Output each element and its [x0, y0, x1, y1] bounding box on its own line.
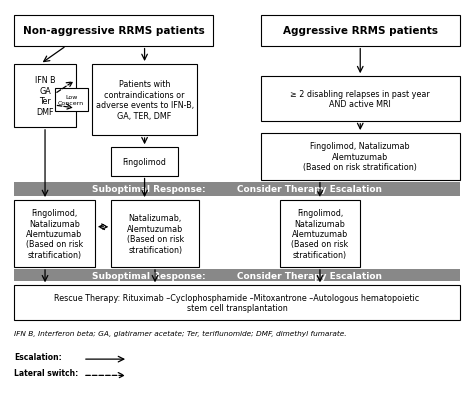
Text: Aggressive RRMS patients: Aggressive RRMS patients	[283, 26, 438, 36]
Bar	[111, 148, 178, 176]
Text: Rescue Therapy: Rituximab –Cyclophosphamide –Mitoxantrone –Autologous hematopoie: Rescue Therapy: Rituximab –Cyclophospham…	[55, 293, 419, 312]
Text: Natalizumab,
Alemtuzumab
(Based on risk
stratification): Natalizumab, Alemtuzumab (Based on risk …	[127, 214, 184, 254]
Text: Escalation:: Escalation:	[14, 352, 62, 361]
Bar	[55, 89, 88, 111]
Text: Suboptimal Response:          Consider Therapy Escalation: Suboptimal Response: Consider Therapy Es…	[92, 271, 382, 280]
Text: IFN B
GA
Ter
DMF: IFN B GA Ter DMF	[35, 76, 55, 116]
Bar	[280, 200, 360, 267]
Text: Fingolimod: Fingolimod	[123, 158, 166, 166]
Text: Low
Concern: Low Concern	[58, 95, 84, 106]
Bar	[92, 65, 197, 136]
Bar	[14, 200, 95, 267]
Bar	[14, 65, 76, 128]
Text: Suboptimal Response:          Consider Therapy Escalation: Suboptimal Response: Consider Therapy Es…	[92, 185, 382, 194]
Bar	[261, 77, 460, 122]
Bar	[14, 286, 460, 320]
Text: Lateral switch:: Lateral switch:	[14, 369, 79, 377]
Bar	[111, 200, 199, 267]
Text: IFN B, Interferon beta; GA, glatiramer acetate; Ter, teriflunomide; DMF, dimethy: IFN B, Interferon beta; GA, glatiramer a…	[14, 330, 347, 336]
Text: Fingolimod,
Natalizumab
Alemtuzumab
(Based on risk
stratification): Fingolimod, Natalizumab Alemtuzumab (Bas…	[26, 209, 83, 259]
Text: Patients with
contraindications or
adverse events to IFN-B,
GA, TER, DMF: Patients with contraindications or adver…	[95, 80, 194, 120]
Bar	[14, 16, 213, 47]
Bar	[14, 182, 460, 196]
Text: Fingolimod, Natalizumab
Alemtuzumab
(Based on risk stratification): Fingolimod, Natalizumab Alemtuzumab (Bas…	[303, 142, 417, 172]
Bar	[261, 16, 460, 47]
Text: Fingolimod,
Natalizumab
Alemtuzumab
(Based on risk
stratification): Fingolimod, Natalizumab Alemtuzumab (Bas…	[292, 209, 348, 259]
Text: Non-aggressive RRMS patients: Non-aggressive RRMS patients	[23, 26, 205, 36]
Bar	[261, 134, 460, 180]
Text: ≥ 2 disabling relapses in past year
AND active MRI: ≥ 2 disabling relapses in past year AND …	[291, 90, 430, 109]
Bar	[14, 269, 460, 281]
